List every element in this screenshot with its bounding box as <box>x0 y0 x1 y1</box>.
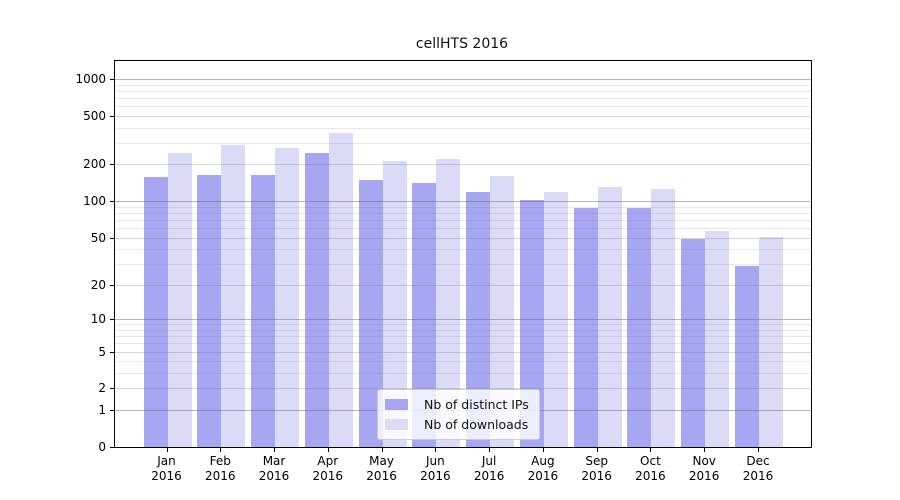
plot-area: Nb of distinct IPs Nb of downloads <box>114 60 812 448</box>
gridline-70 <box>115 219 811 221</box>
gridline-80 <box>115 212 811 214</box>
chart-title: cellHTS 2016 <box>415 36 509 52</box>
y-axis-tick <box>110 447 114 448</box>
legend-item-distinct-ips: Nb of distinct IPs <box>385 397 529 412</box>
x-tick-label-feb: Feb 2016 <box>204 454 236 483</box>
x-axis-tick <box>166 448 168 452</box>
gridline-300 <box>115 142 811 144</box>
gridline-9 <box>115 324 811 326</box>
gridline-90 <box>115 206 811 208</box>
x-tick-label-mar: Mar 2016 <box>258 454 290 483</box>
gridline-800 <box>115 90 811 92</box>
y-axis-tick <box>110 78 114 80</box>
x-axis-tick <box>757 448 759 452</box>
bar-distinct-ips-dec <box>734 265 759 447</box>
y-axis-tick <box>110 164 114 166</box>
bar-distinct-ips-feb <box>197 175 222 447</box>
legend: Nb of distinct IPs Nb of downloads <box>377 389 540 440</box>
gridline-40 <box>115 249 811 251</box>
x-tick-label-jan: Jan 2016 <box>151 454 182 483</box>
gridline-500 <box>115 115 811 117</box>
gridline-5 <box>115 351 811 353</box>
legend-swatch-downloads <box>385 419 408 430</box>
bar-distinct-ips-oct <box>627 207 652 447</box>
bar-distinct-ips-sep <box>573 207 598 447</box>
gridline-2 <box>115 388 811 390</box>
y-axis-tick <box>110 319 114 321</box>
x-axis-tick <box>542 448 544 452</box>
y-tick-label: 20 <box>90 277 106 292</box>
y-tick-label: 0 <box>98 440 106 454</box>
y-tick-label: 500 <box>83 108 106 123</box>
y-tick-label: 200 <box>83 157 106 172</box>
gridline-100 <box>115 201 811 203</box>
x-tick-label-aug: Aug 2016 <box>527 454 559 483</box>
bar-downloads-mar <box>275 148 300 447</box>
x-axis-tick <box>220 448 222 452</box>
bar-distinct-ips-jan <box>143 176 168 447</box>
bar-downloads-dec <box>758 236 783 447</box>
x-axis-tick <box>274 448 276 452</box>
x-tick-label-jul: Jul 2016 <box>473 454 505 483</box>
x-tick-label-apr: Apr 2016 <box>312 454 344 483</box>
gridline-50 <box>115 237 811 239</box>
x-tick-label-nov: Nov 2016 <box>688 454 720 483</box>
bar-downloads-sep <box>597 186 622 447</box>
gridline-1000 <box>115 78 811 80</box>
x-axis-tick <box>327 448 329 452</box>
gridline-200 <box>115 164 811 166</box>
y-axis-tick <box>110 237 114 239</box>
gridline-60 <box>115 228 811 229</box>
x-tick-label-oct: Oct 2016 <box>635 454 666 483</box>
gridline-600 <box>115 106 811 108</box>
bar-distinct-ips-nov <box>681 238 706 447</box>
x-axis-tick <box>596 448 598 452</box>
y-axis-tick <box>110 410 114 412</box>
x-axis-tick <box>489 448 491 452</box>
gridline-7 <box>115 336 811 338</box>
x-axis-tick <box>650 448 652 452</box>
y-tick-label: 5 <box>98 344 106 359</box>
gridline-3 <box>115 373 811 375</box>
y-tick-label: 1000 <box>75 71 106 86</box>
gridline-4 <box>115 361 811 363</box>
y-axis-tick <box>110 351 114 353</box>
gridline-400 <box>115 127 811 129</box>
x-tick-label-may: May 2016 <box>366 454 397 483</box>
bar-downloads-oct <box>651 188 676 447</box>
bar-downloads-feb <box>221 144 246 447</box>
y-axis-tick <box>110 115 114 117</box>
legend-item-downloads: Nb of downloads <box>385 417 529 432</box>
y-tick-label: 100 <box>83 194 106 209</box>
bar-downloads-apr <box>328 132 353 447</box>
x-tick-label-jun: Jun 2016 <box>420 454 451 483</box>
legend-swatch-distinct-ips <box>385 399 408 410</box>
y-tick-label: 10 <box>90 312 106 327</box>
gridline-6 <box>115 343 811 345</box>
x-tick-label-sep: Sep 2016 <box>581 454 612 483</box>
y-axis-tick <box>110 201 114 203</box>
gridline-10 <box>115 319 811 321</box>
y-tick-label: 50 <box>90 230 106 245</box>
x-axis-tick <box>435 448 437 452</box>
bar-distinct-ips-apr <box>304 153 329 447</box>
x-axis-tick <box>704 448 706 452</box>
gridline-900 <box>115 84 811 86</box>
gridline-8 <box>115 329 811 331</box>
legend-label-distinct-ips: Nb of distinct IPs <box>424 397 529 412</box>
bar-downloads-jan <box>167 153 192 447</box>
x-tick-label-dec: Dec 2016 <box>742 454 774 483</box>
x-axis-tick <box>381 448 383 452</box>
gridline-20 <box>115 284 811 286</box>
y-axis-tick <box>110 388 114 390</box>
gridline-700 <box>115 97 811 99</box>
gridline-30 <box>115 264 811 266</box>
bar-distinct-ips-mar <box>251 174 276 447</box>
y-tick-label: 2 <box>98 381 106 396</box>
y-tick-label: 1 <box>98 403 106 418</box>
y-axis-tick <box>110 284 114 286</box>
legend-label-downloads: Nb of downloads <box>424 417 529 432</box>
